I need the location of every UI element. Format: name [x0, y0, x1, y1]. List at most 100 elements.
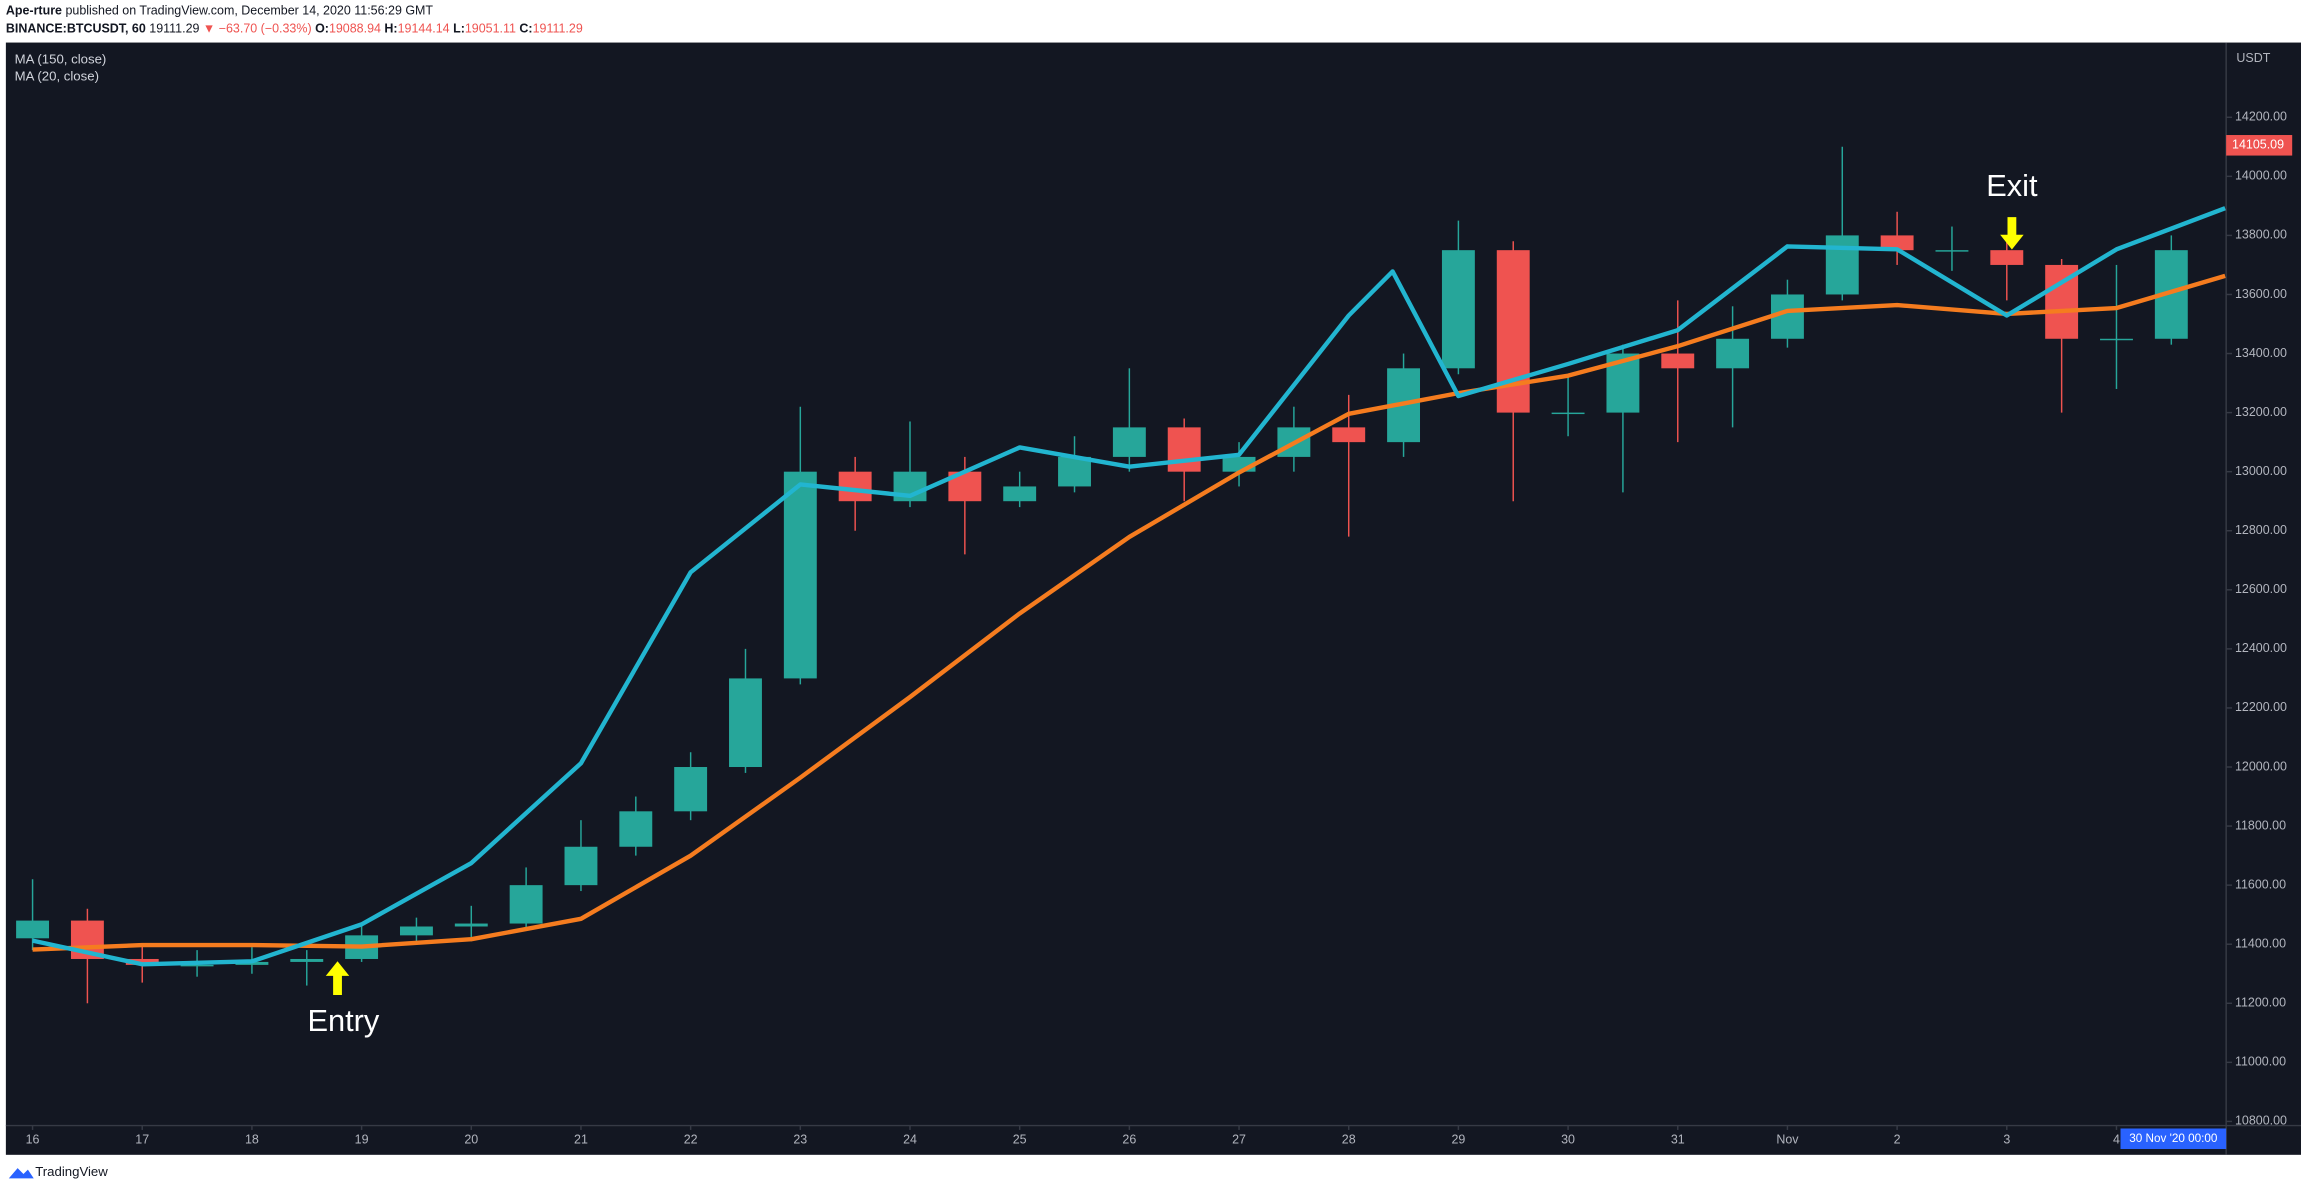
last-price-tag — [2226, 135, 2293, 156]
candle-body — [1003, 486, 1037, 502]
y-tick-label: 13200.00 — [2235, 405, 2287, 419]
candle-body — [399, 926, 433, 936]
x-tick-label: 16 — [26, 1133, 40, 1147]
y-tick-label: 11000.00 — [2235, 1055, 2286, 1069]
candle-body — [619, 811, 653, 847]
low: 19051.11 — [465, 22, 516, 36]
chart-background — [5, 42, 2301, 1155]
header-line-1: Ape-rture published on TradingView.com, … — [6, 4, 434, 18]
last-price: 19111.29 — [149, 22, 199, 36]
x-tick-label: 25 — [1013, 1133, 1027, 1147]
close: 19111.29 — [533, 22, 583, 36]
y-tick-label: 12600.00 — [2235, 582, 2287, 596]
candle-body — [1990, 250, 2024, 265]
legend-entry: MA (150, close) — [15, 52, 107, 67]
entry-label: Entry — [307, 1003, 379, 1038]
y-tick-label: 14200.00 — [2235, 110, 2287, 124]
candle-body — [1441, 250, 1475, 369]
c-label: C: — [519, 22, 532, 36]
x-tick-label: 2 — [1894, 1133, 1901, 1147]
candle-body — [838, 471, 872, 502]
candle-body — [2100, 338, 2133, 341]
x-tick-label: 27 — [1232, 1133, 1246, 1147]
direction: ▼ — [203, 22, 215, 36]
y-tick-label: 13400.00 — [2235, 346, 2287, 360]
x-tick-label: 28 — [1342, 1133, 1356, 1147]
currency: USDT — [2236, 51, 2270, 65]
candle-body — [290, 958, 324, 962]
header-line-2: BINANCE:BTCUSDT, 60 19111.29 ▼ −63.70 (−… — [6, 22, 583, 36]
y-tick-label: 10800.00 — [2235, 1114, 2287, 1128]
x-tick-label: 30 — [1561, 1133, 1575, 1147]
x-tick-label: 4 — [2113, 1133, 2120, 1147]
candle-body — [180, 964, 214, 967]
h-label: H: — [384, 22, 397, 36]
author: Ape-rture — [6, 4, 62, 18]
brand: TradingView — [35, 1164, 108, 1179]
candle-body — [783, 471, 817, 679]
candle-body — [1935, 250, 1969, 252]
candle-body — [16, 920, 50, 939]
y-tick-label: 12000.00 — [2235, 759, 2287, 773]
candle-body — [1551, 412, 1585, 415]
candle-body — [1058, 456, 1091, 487]
plot: 10800.00 11000.00 11200.00 11400.00 11600.00… — [16, 110, 2287, 1147]
candle-body — [1167, 427, 1201, 472]
x-tick-label: 20 — [464, 1133, 478, 1147]
x-tick-label: 22 — [684, 1133, 698, 1147]
candle-body — [1880, 235, 1914, 251]
candle-body — [509, 885, 543, 924]
x-tick-label: 17 — [135, 1133, 149, 1147]
published: published on TradingView.com, December 1… — [65, 4, 433, 18]
x-tick-label: Nov — [1776, 1133, 1799, 1147]
y-tick-label: 11800.00 — [2235, 818, 2286, 832]
y-tick-label: 11200.00 — [2235, 996, 2286, 1010]
candle-body — [125, 958, 159, 965]
ma-line — [32, 206, 2226, 967]
y-tick-label: 11600.00 — [2235, 877, 2286, 891]
x-tick-label: 24 — [903, 1133, 917, 1147]
brand-logo — [8, 1168, 34, 1179]
candle-body — [1716, 338, 1750, 369]
y-tick-label: 11400.00 — [2235, 937, 2286, 951]
x-tick-label: 21 — [574, 1133, 588, 1147]
x-tick-label: 29 — [1451, 1133, 1465, 1147]
candle-body — [454, 923, 488, 927]
exit-label: Exit — [1986, 168, 2038, 203]
change: −63.70 (−0.33%) — [219, 22, 312, 36]
x-tick-label: 26 — [1122, 1133, 1136, 1147]
candle-body — [674, 767, 708, 812]
ma-line — [32, 273, 2226, 952]
last-price-label: 14105.09 — [2232, 138, 2284, 152]
candle-body — [564, 846, 598, 886]
y-tick-label: 13600.00 — [2235, 287, 2287, 301]
entry-arrow — [325, 961, 350, 995]
x-tick-label: 18 — [245, 1133, 259, 1147]
footer — [0, 1154, 2301, 1191]
open: 19088.94 — [329, 22, 381, 36]
candle-body — [1332, 427, 1366, 443]
candle-body — [1112, 427, 1146, 457]
symbol: BINANCE:BTCUSDT, 60 — [6, 22, 146, 36]
y-tick-label: 12400.00 — [2235, 641, 2287, 655]
y-tick-label: 12800.00 — [2235, 523, 2287, 537]
x-tick-label: 23 — [793, 1133, 807, 1147]
candle-body — [1825, 235, 1859, 295]
exit-arrow — [2000, 217, 2024, 250]
crosshair-date: 30 Nov '20 00:00 — [2129, 1132, 2218, 1145]
candle-body — [729, 678, 762, 768]
high: 19144.14 — [398, 22, 450, 36]
legend-entry: MA (20, close) — [15, 69, 99, 84]
x-tick-label: 3 — [2003, 1133, 2010, 1147]
y-tick-label: 13800.00 — [2235, 228, 2287, 242]
crosshair-date-tag — [2120, 1128, 2227, 1150]
o-label: O: — [315, 22, 329, 36]
l-label: L: — [453, 22, 465, 36]
y-tick-label: 12200.00 — [2235, 700, 2287, 714]
y-tick-label: 13000.00 — [2235, 464, 2287, 478]
x-tick-label: 31 — [1671, 1133, 1685, 1147]
x-tick-label: 19 — [355, 1133, 369, 1147]
y-tick-label: 14000.00 — [2235, 169, 2287, 183]
candle-body — [1661, 353, 1695, 369]
